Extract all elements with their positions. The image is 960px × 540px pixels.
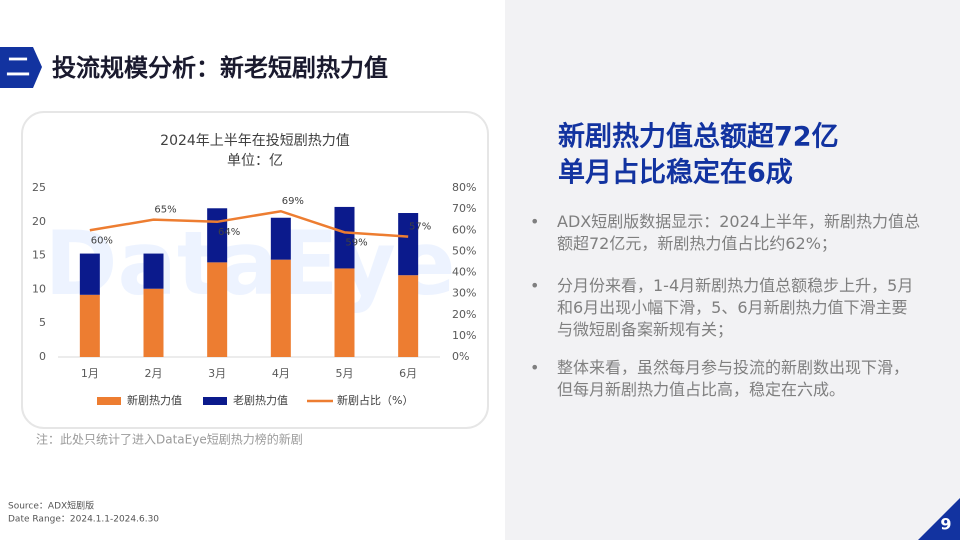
bar-segment	[143, 288, 164, 357]
chart-subtitle: 单位：亿	[227, 153, 283, 169]
y-tick-label: 5	[39, 316, 46, 329]
y2-tick-label: 10%	[452, 329, 476, 342]
y-tick-label: 10	[32, 282, 46, 295]
data-label: 64%	[218, 227, 240, 238]
page-corner	[918, 498, 960, 540]
right-panel	[505, 0, 960, 540]
summary-heading: 新剧热力值总额超72亿	[558, 121, 839, 153]
bar-segment	[207, 262, 228, 357]
y2-tick-label: 30%	[452, 287, 476, 300]
x-tick-label: 5月	[336, 367, 354, 380]
line	[89, 209, 409, 238]
data-label: 69%	[282, 196, 304, 207]
section-number: 二	[6, 53, 30, 81]
bar-segment	[270, 259, 291, 357]
bar-segment	[79, 294, 100, 357]
y2-tick-label: 60%	[452, 223, 476, 236]
note: 注：此处只统计了进入DataEye短剧热力榜的新剧	[36, 432, 303, 447]
legend-swatch	[97, 397, 121, 405]
watermark: DataEye	[44, 212, 455, 315]
bullet: • ADX短剧版数据显示：2024上半年，新剧热力值总额超72亿元，新剧热力值占比…	[530, 212, 920, 253]
legend-label: 新剧占比（%）	[337, 393, 413, 407]
x-tick-label: 2月	[145, 367, 163, 380]
bullet: • 分月份来看，1-4月新剧热力值总额稳步上升，5月和6月出现小幅下滑，5、6月新…	[530, 275, 920, 341]
chart-title: 2024年上半年在投短剧热力值	[160, 133, 350, 149]
data-label: 65%	[154, 205, 176, 216]
bar-segment	[334, 268, 355, 357]
y-tick-label: 0	[39, 350, 46, 363]
data-label: 57%	[409, 222, 431, 233]
bar-segment	[398, 213, 419, 276]
bar-segment	[79, 253, 100, 295]
y2-tick-label: 50%	[452, 244, 476, 257]
y2-tick-label: 20%	[452, 308, 476, 321]
y2-tick-label: 80%	[452, 181, 476, 194]
y2-tick-label: 0%	[452, 350, 469, 363]
bar-segment	[334, 206, 355, 269]
bullet-text: 分月份来看，1-4月新剧热力值总额稳步上升，5月和6月出现小幅下滑，5、6月新剧…	[557, 276, 914, 339]
legend-label: 老剧热力值	[233, 394, 288, 407]
page-number: 9	[940, 515, 951, 534]
x-tick-label: 1月	[81, 367, 99, 380]
data-label: 59%	[345, 237, 367, 248]
legend-label: 新剧热力值	[127, 393, 182, 407]
legend-swatch	[203, 397, 227, 405]
x-tick-label: 6月	[399, 367, 417, 380]
bullet-text: 整体来看，虽然每月参与投流的新剧数出现下滑，但每月新剧热力值占比高，稳定在六成。	[557, 358, 910, 399]
x-tick-label: 4月	[272, 367, 290, 380]
summary-heading: 单月占比稳定在6成	[558, 157, 793, 189]
bullet-text: ADX短剧版数据显示：2024上半年，新剧热力值总额超72亿元，新剧热力值占比约…	[557, 212, 920, 253]
data-label: 60%	[91, 235, 113, 246]
y-tick-label: 15	[32, 249, 46, 262]
chart-card	[21, 111, 489, 429]
slide-title: 投流规模分析：新老短剧热力值	[52, 54, 388, 82]
y-tick-label: 20	[32, 215, 46, 228]
section-badge	[0, 47, 42, 88]
x-tick-label: 3月	[208, 367, 226, 380]
source: Source：ADX短剧版	[8, 500, 94, 512]
y2-tick-label: 70%	[452, 202, 476, 215]
y-tick-label: 25	[32, 181, 46, 194]
bar-segment	[143, 253, 164, 289]
y2-tick-label: 40%	[452, 266, 476, 279]
bullet: • 整体来看，虽然每月参与投流的新剧数出现下滑，但每月新剧热力值占比高，稳定在六成…	[530, 357, 920, 401]
bar-segment	[398, 275, 419, 357]
date-range: Date Range：2024.1.1-2024.6.30	[8, 515, 159, 525]
bar-segment	[270, 217, 291, 260]
